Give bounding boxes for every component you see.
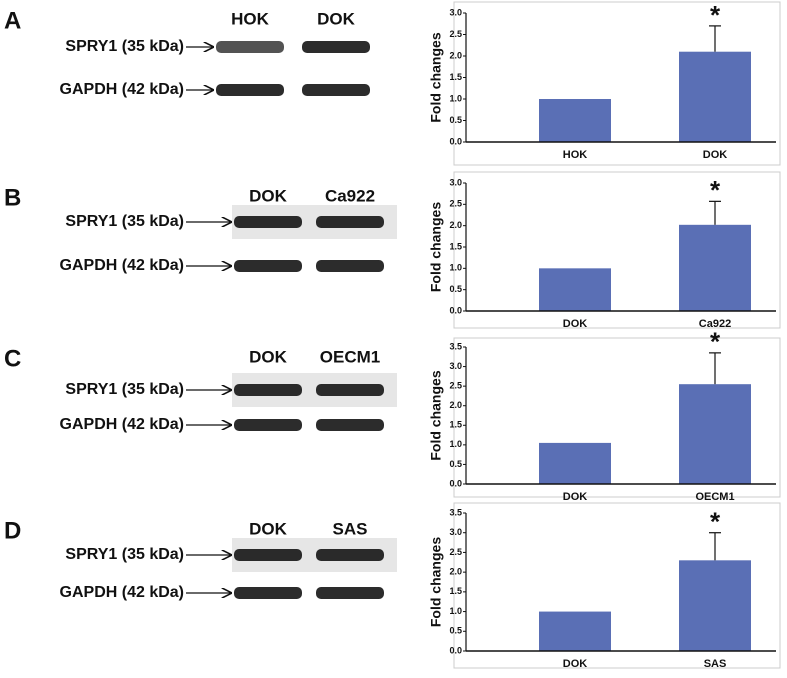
y-tick-label: 0.0 — [449, 305, 462, 315]
y-tick-label: 1.5 — [449, 241, 462, 251]
chart-frame — [453, 171, 781, 329]
band — [316, 549, 384, 561]
band-label: GAPDH (42 kDa) — [60, 584, 184, 601]
y-tick-label: 2.5 — [449, 199, 462, 209]
band — [216, 84, 284, 96]
bar — [539, 268, 611, 311]
band-label: GAPDH (42 kDa) — [60, 416, 184, 433]
y-tick-label: 3.0 — [449, 527, 462, 537]
lane-label: Ca922 — [325, 186, 375, 205]
y-tick-label: 1.0 — [449, 263, 462, 273]
lane-label: DOK — [249, 347, 288, 366]
lane-label: DOK — [249, 186, 288, 205]
band — [316, 260, 384, 272]
panel-label: A — [4, 7, 21, 34]
band — [316, 587, 384, 599]
x-tick-label: DOK — [703, 149, 728, 161]
band-label: SPRY1 (35 kDa) — [65, 38, 184, 55]
band — [216, 41, 284, 53]
y-tick-label: 0.5 — [449, 459, 462, 469]
y-tick-label: 3.5 — [449, 341, 462, 351]
lane-label: SAS — [333, 519, 368, 538]
y-tick-label: 3.5 — [449, 507, 462, 517]
y-axis-label: Fold changes — [428, 537, 444, 627]
lane-label: HOK — [231, 9, 270, 28]
band-label: GAPDH (42 kDa) — [60, 257, 184, 274]
band — [316, 384, 384, 396]
band — [316, 419, 384, 431]
lane-label: DOK — [249, 519, 288, 538]
y-tick-label: 0.5 — [449, 626, 462, 636]
band — [316, 216, 384, 228]
lane-label: DOK — [317, 9, 356, 28]
panel-label: D — [4, 517, 21, 544]
x-tick-label: DOK — [563, 491, 588, 503]
band — [234, 216, 302, 228]
y-tick-label: 0.0 — [449, 645, 462, 655]
x-tick-label: SAS — [704, 658, 727, 670]
significance-star: * — [710, 327, 721, 357]
band — [234, 419, 302, 431]
y-tick-label: 3.0 — [449, 7, 462, 17]
bar — [539, 442, 611, 484]
y-axis-label: Fold changes — [428, 202, 444, 292]
y-tick-label: 2.5 — [449, 547, 462, 557]
band-label: SPRY1 (35 kDa) — [65, 213, 184, 230]
band — [234, 260, 302, 272]
x-tick-label: DOK — [563, 658, 588, 670]
x-tick-label: DOK — [563, 318, 588, 330]
y-tick-label: 1.5 — [449, 420, 462, 430]
band-label: SPRY1 (35 kDa) — [65, 546, 184, 563]
panel-label: B — [4, 184, 21, 211]
y-tick-label: 0.5 — [449, 284, 462, 294]
band — [234, 587, 302, 599]
y-tick-label: 2.5 — [449, 381, 462, 391]
chart-frame — [453, 1, 781, 166]
y-tick-label: 3.0 — [449, 177, 462, 187]
y-tick-label: 3.0 — [449, 361, 462, 371]
band-label: SPRY1 (35 kDa) — [65, 381, 184, 398]
y-tick-label: 0.0 — [449, 478, 462, 488]
bar — [679, 224, 751, 311]
bar — [679, 384, 751, 484]
lane-label: OECM1 — [320, 347, 380, 366]
band — [302, 84, 370, 96]
bar — [539, 611, 611, 651]
y-tick-label: 2.0 — [449, 50, 462, 60]
x-tick-label: Ca922 — [699, 318, 731, 330]
bar — [539, 99, 611, 142]
y-tick-label: 2.0 — [449, 220, 462, 230]
bar — [679, 560, 751, 651]
y-axis-label: Fold changes — [428, 32, 444, 122]
x-tick-label: HOK — [563, 149, 588, 161]
y-tick-label: 1.5 — [449, 72, 462, 82]
y-axis-label: Fold changes — [428, 370, 444, 460]
y-tick-label: 2.0 — [449, 400, 462, 410]
chart-frame — [453, 337, 781, 498]
chart-frame — [453, 502, 781, 669]
bar — [679, 51, 751, 143]
y-tick-label: 0.5 — [449, 115, 462, 125]
y-tick-label: 2.5 — [449, 29, 462, 39]
y-tick-label: 2.0 — [449, 567, 462, 577]
band — [234, 384, 302, 396]
significance-star: * — [710, 507, 721, 537]
y-tick-label: 1.0 — [449, 439, 462, 449]
significance-star: * — [710, 0, 721, 30]
x-tick-label: OECM1 — [695, 491, 734, 503]
band-label: GAPDH (42 kDa) — [60, 81, 184, 98]
significance-star: * — [710, 175, 721, 205]
y-tick-label: 0.0 — [449, 136, 462, 146]
band — [302, 41, 370, 53]
y-tick-label: 1.0 — [449, 606, 462, 616]
panel-label: C — [4, 345, 21, 372]
band — [234, 549, 302, 561]
y-tick-label: 1.0 — [449, 93, 462, 103]
y-tick-label: 1.5 — [449, 586, 462, 596]
